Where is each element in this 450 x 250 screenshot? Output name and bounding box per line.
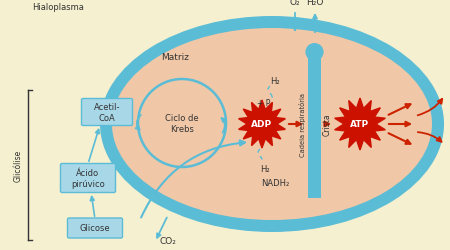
Text: + P: + P (257, 98, 271, 107)
Text: Glicose: Glicose (80, 224, 110, 232)
FancyBboxPatch shape (81, 99, 132, 126)
Ellipse shape (306, 44, 324, 62)
Text: Ciclo de
Krebs: Ciclo de Krebs (165, 114, 199, 133)
FancyBboxPatch shape (60, 164, 116, 193)
Polygon shape (238, 100, 285, 148)
Text: Ácido
pirúvico: Ácido pirúvico (71, 168, 105, 188)
Text: ATP: ATP (351, 120, 369, 129)
FancyBboxPatch shape (68, 218, 122, 238)
Text: Hialoplasma: Hialoplasma (32, 2, 84, 12)
Text: Glicólise: Glicólise (14, 149, 22, 182)
Ellipse shape (100, 17, 444, 232)
Text: Acetil-
CoA: Acetil- CoA (94, 102, 120, 122)
Text: H₂O: H₂O (306, 0, 324, 7)
Text: CO₂: CO₂ (160, 236, 177, 245)
Bar (308, 53, 321, 198)
Text: Matriz: Matriz (161, 53, 189, 62)
Text: H₂: H₂ (260, 164, 270, 173)
Text: O₂: O₂ (290, 0, 300, 7)
Text: ADP: ADP (252, 120, 273, 129)
Ellipse shape (112, 29, 432, 220)
Text: Cadeia respiratória: Cadeia respiratória (300, 93, 306, 156)
Text: NADH₂: NADH₂ (261, 178, 289, 187)
Text: H₂: H₂ (270, 76, 280, 85)
Text: Crista: Crista (323, 113, 332, 136)
Polygon shape (335, 98, 385, 150)
